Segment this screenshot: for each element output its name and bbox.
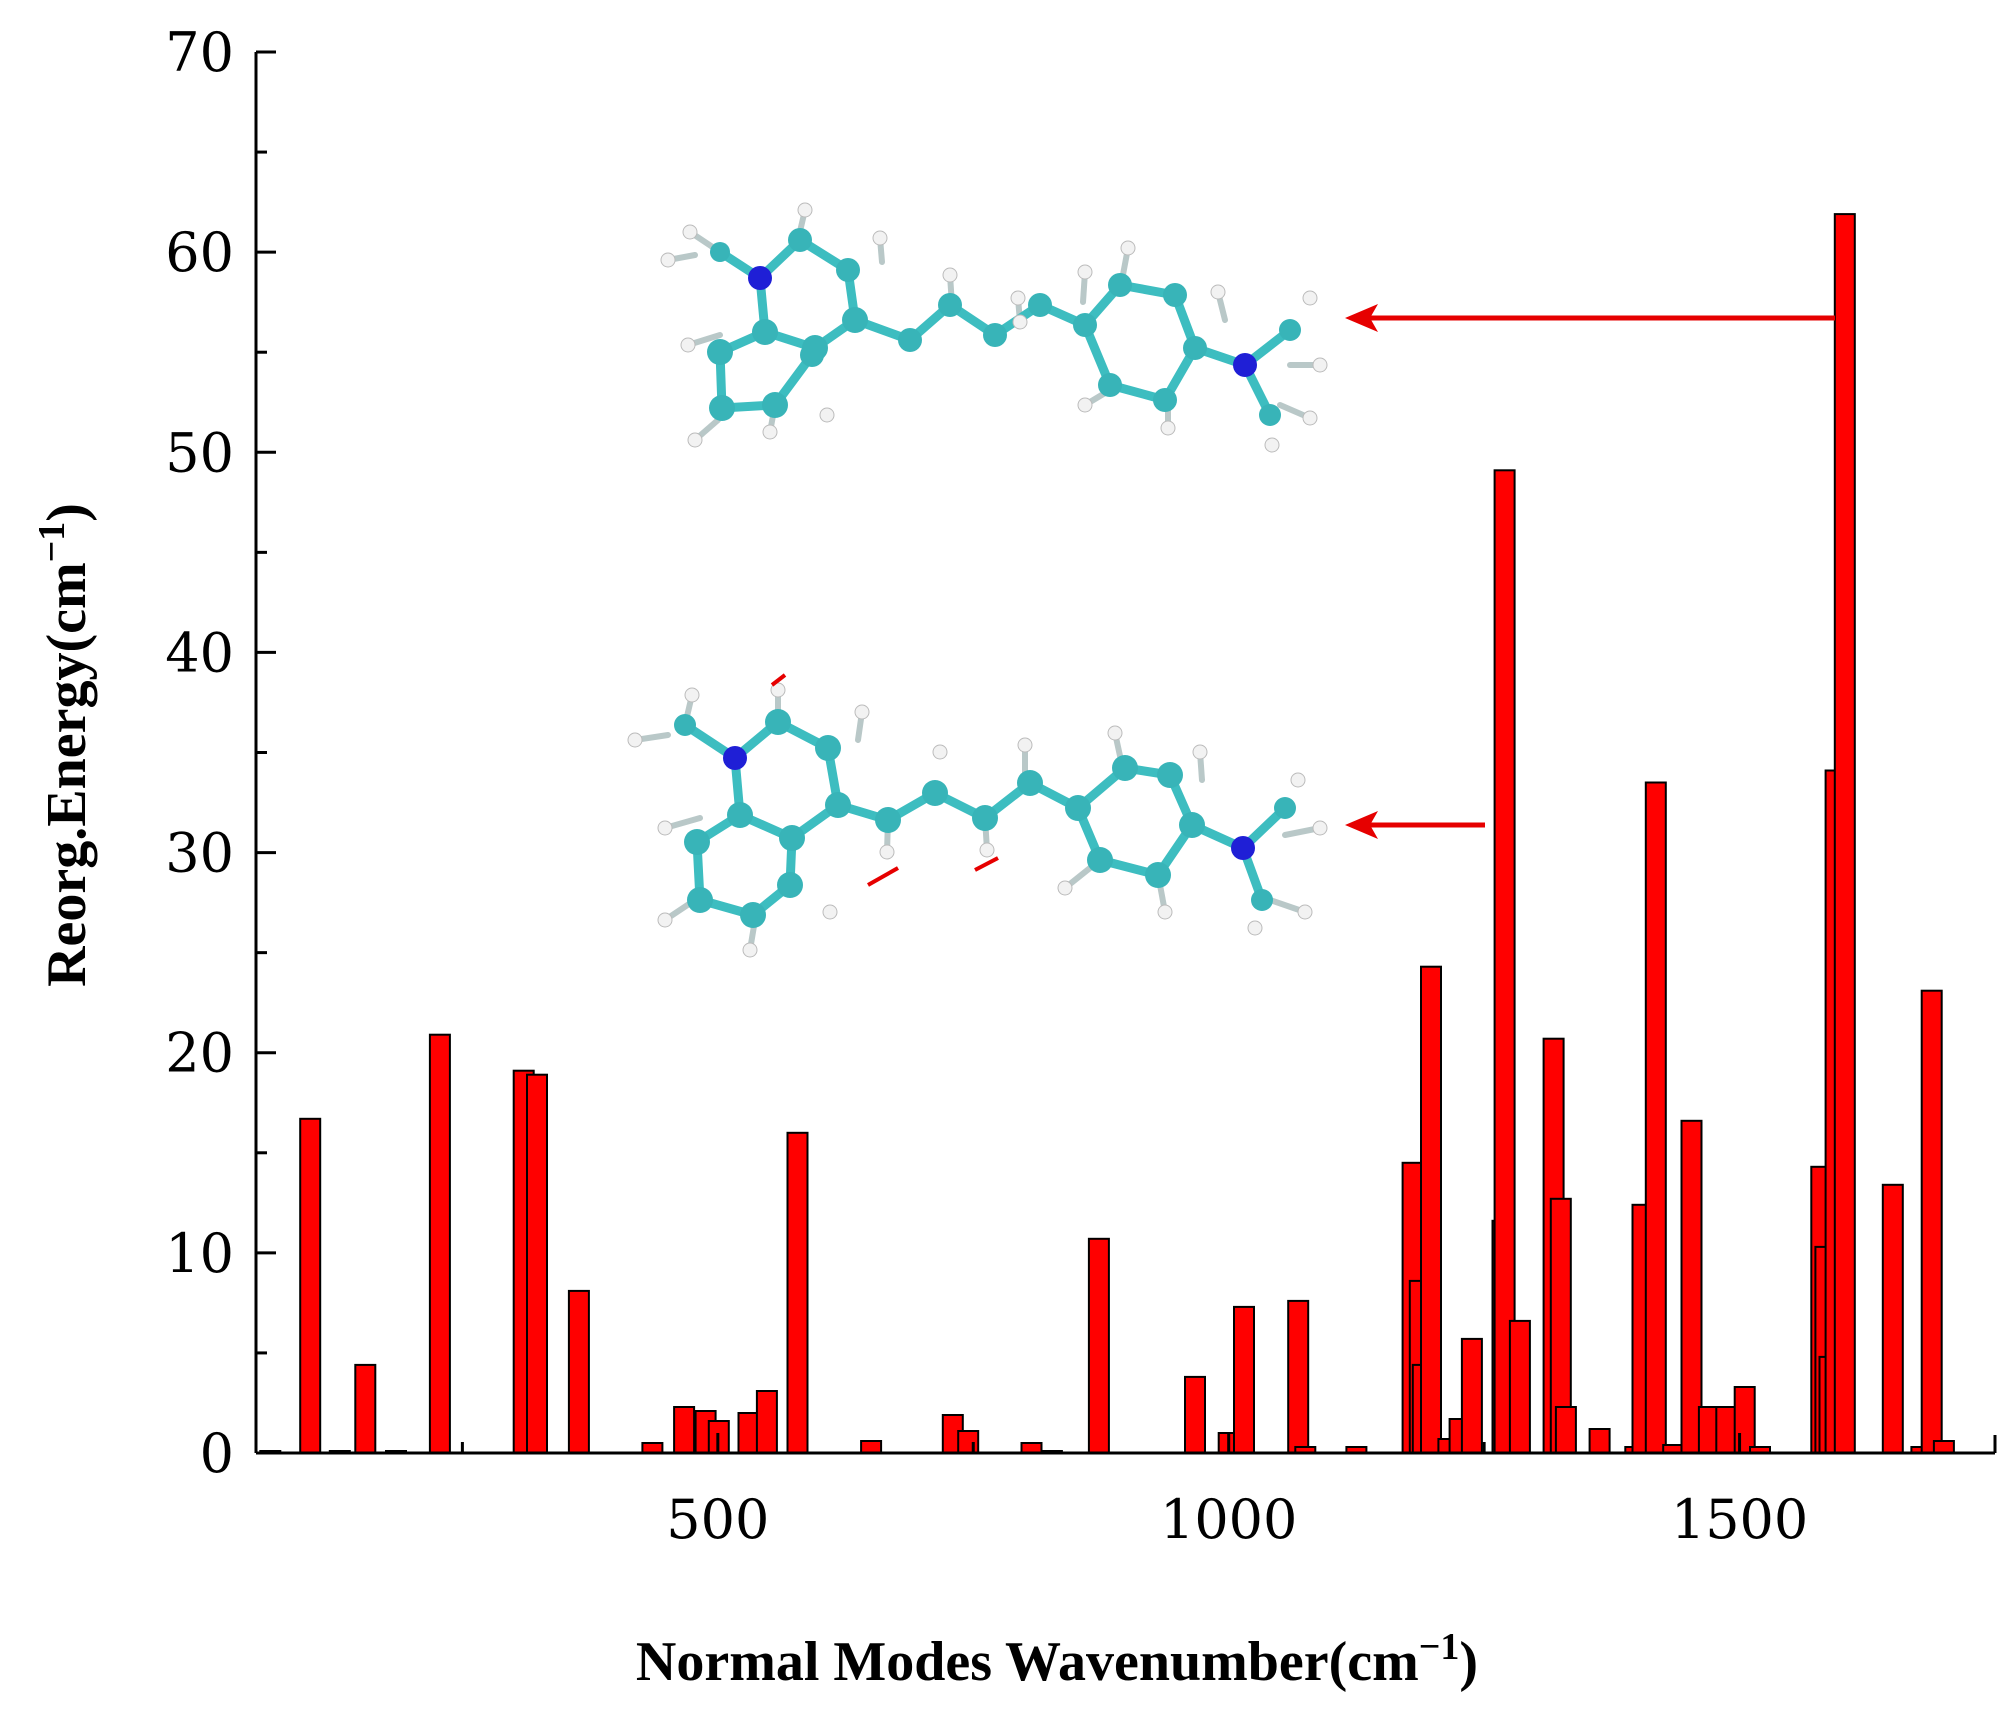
bar-40 [1554, 1406, 1577, 1454]
bar-15 [786, 1131, 809, 1455]
y-axis-title-main: Reorg.Energy(cm [36, 562, 98, 987]
bar-7 [526, 1073, 548, 1454]
bar-5 [428, 1033, 451, 1454]
y-axis-title-end: ) [36, 503, 98, 522]
bar-37 [1508, 1319, 1531, 1455]
y-tick-label-7: 70 [165, 21, 234, 84]
x-tick-label-0: 500 [666, 1488, 769, 1551]
bar-18 [957, 1430, 980, 1454]
bar-48 [1715, 1406, 1738, 1454]
molecule-mode-1270-image [627, 673, 1328, 958]
bar-25 [1287, 1299, 1310, 1455]
bar-14 [755, 1390, 778, 1454]
bar-22 [1184, 1375, 1206, 1455]
bar-41 [1588, 1428, 1611, 1454]
x-tick-label-1: 1000 [1160, 1488, 1297, 1551]
y-axis-title-superscript: −1 [31, 522, 73, 563]
x-axis-title-superscript: −1 [1419, 1626, 1460, 1668]
bar-13 [737, 1412, 760, 1454]
x-axis-title: Normal Modes Wavenumber(cm−1) [636, 1626, 1478, 1693]
bar-49 [1733, 1386, 1756, 1454]
y-axis-title: Reorg.Energy(cm−1) [31, 503, 98, 987]
bar-36 [1493, 469, 1516, 1454]
bar-3 [354, 1363, 377, 1455]
x-tick-label-2: 1500 [1671, 1488, 1808, 1551]
bar-31 [1420, 965, 1442, 1454]
y-tick-label-5: 50 [165, 421, 234, 484]
arrow-to-bottom-molecule [1345, 811, 1485, 839]
bars [259, 213, 1955, 1455]
y-ticks: 0 10 20 30 40 50 60 70 [165, 21, 276, 1485]
y-tick-label-4: 40 [165, 621, 234, 684]
x-axis-title-main: Normal Modes Wavenumber(cm [636, 1631, 1419, 1693]
bar-16 [860, 1440, 883, 1454]
y-tick-label-3: 30 [165, 822, 234, 885]
bar-1 [299, 1117, 322, 1455]
bar-8 [567, 1289, 590, 1455]
x-axis-title-end: ) [1459, 1631, 1478, 1693]
x-ticks: 500 1000 1500 [460, 1433, 1808, 1551]
bar-34 [1460, 1337, 1483, 1455]
bar-24 [1233, 1305, 1255, 1455]
y-tick-label-2: 20 [165, 1022, 234, 1085]
bar-58 [1920, 989, 1943, 1454]
bar-44 [1644, 781, 1667, 1454]
bar-59 [1932, 1440, 1955, 1454]
y-tick-label-0: 0 [200, 1422, 234, 1485]
arrow-to-top-molecule [1345, 304, 1835, 332]
bar-56 [1881, 1183, 1904, 1455]
bar-10 [673, 1406, 696, 1454]
molecule-mode-1603-image [660, 202, 1328, 453]
bar-46 [1680, 1119, 1703, 1455]
bar-55 [1833, 213, 1856, 1455]
y-tick-label-1: 10 [165, 1222, 234, 1285]
y-tick-label-6: 60 [165, 221, 234, 284]
bar-21 [1087, 1237, 1110, 1455]
